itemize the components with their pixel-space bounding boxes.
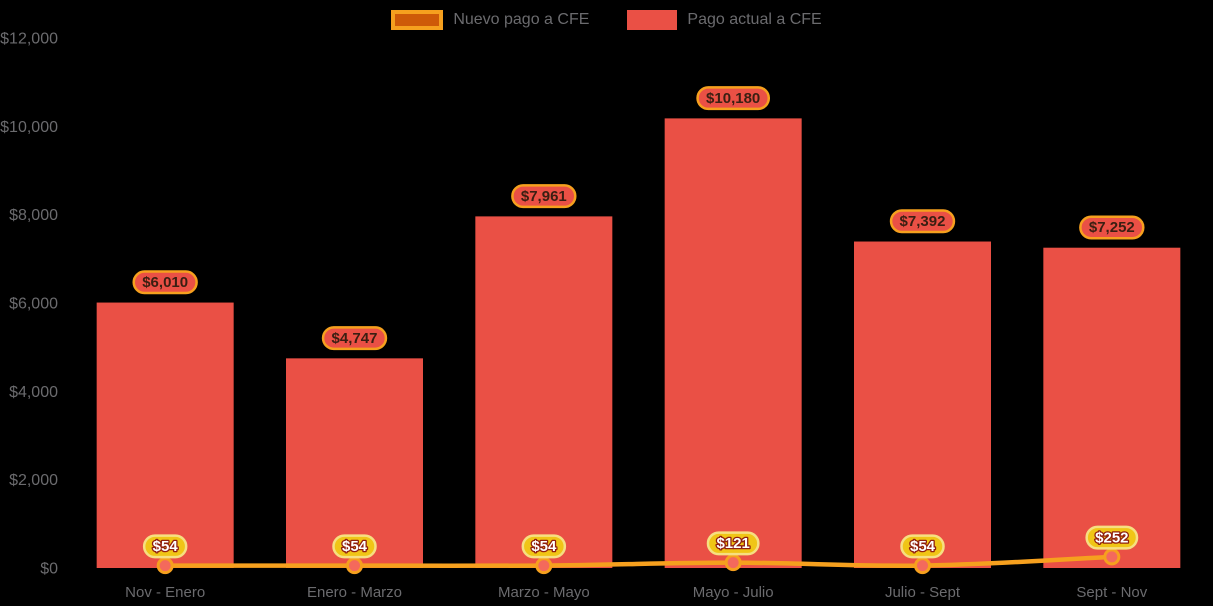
bar-2[interactable]	[475, 216, 613, 568]
bar-value-label: $7,252	[1079, 215, 1145, 240]
bar-value-label-pill	[321, 326, 388, 351]
bar-0[interactable]	[96, 302, 234, 568]
bar-value-label: $7,961	[511, 184, 577, 209]
line-value-label-pill	[521, 534, 567, 559]
bar-value-label: $4,747	[321, 326, 388, 351]
legend-item-nuevo-pago[interactable]: Nuevo pago a CFE	[391, 10, 589, 30]
line-value-label-text: $54	[531, 538, 557, 555]
x-axis-label: Mayo - Julio	[693, 584, 774, 601]
line-value-label-text: $54	[342, 538, 368, 555]
bar-value-label-pill	[889, 209, 956, 234]
line-point-3[interactable]	[724, 554, 742, 572]
line-value-label: $252	[1085, 525, 1139, 550]
line-value-label-pill	[900, 534, 945, 559]
legend-item-pago-actual[interactable]: Pago actual a CFE	[627, 10, 822, 30]
bar-value-label-pill	[1079, 215, 1145, 240]
x-axis-label: Enero - Marzo	[307, 584, 402, 601]
line-point-4[interactable]	[914, 557, 931, 575]
bar-value-label-text: $6,010	[142, 274, 188, 291]
bar-value-label: $7,392	[889, 209, 956, 234]
line-value-label-pill	[142, 534, 188, 559]
bar-value-label-text: $4,747	[332, 330, 378, 347]
bar-value-label-text: $7,961	[521, 188, 567, 205]
bar-1[interactable]	[286, 358, 423, 568]
y-axis-tick-label: $0	[40, 561, 58, 578]
y-axis-tick-label: $6,000	[9, 296, 58, 313]
line-point-2[interactable]	[535, 557, 553, 575]
line-value-label: $54	[900, 534, 945, 559]
x-axis-label: Sept - Nov	[1076, 584, 1147, 601]
bar-value-label-pill	[511, 184, 577, 209]
y-axis-tick-label: $10,000	[0, 119, 58, 136]
y-axis-tick-label: $4,000	[9, 384, 58, 401]
line-series	[162, 554, 1115, 569]
line-value-label: $54	[521, 534, 567, 559]
legend-label-pago-actual: Pago actual a CFE	[687, 11, 822, 28]
line-value-label-pill	[332, 534, 377, 559]
line-point-5[interactable]	[1103, 548, 1121, 566]
line-value-label-text: $54	[153, 538, 179, 555]
legend: Nuevo pago a CFE Pago actual a CFE	[0, 6, 1213, 34]
x-axis-label: Marzo - Mayo	[498, 584, 590, 601]
bar-value-label: $6,010	[132, 270, 198, 295]
legend-swatch-nuevo-pago	[391, 10, 444, 30]
x-axis-label: Nov - Enero	[125, 584, 205, 601]
line-value-label: $54	[332, 534, 377, 559]
legend-swatch-pago-actual	[627, 10, 678, 30]
line-value-label-text: $54	[910, 538, 936, 555]
line-value-label: $54	[142, 534, 188, 559]
bar-value-label-text: $10,180	[706, 90, 760, 107]
y-axis-tick-label: $12,000	[0, 31, 58, 48]
line-value-label-pill	[706, 531, 760, 556]
bar-value-label-pill	[132, 270, 198, 295]
bar-value-label-text: $7,252	[1089, 219, 1135, 236]
line-point-0[interactable]	[156, 557, 174, 575]
bar-value-label-text: $7,392	[900, 213, 946, 230]
bar-4[interactable]	[854, 241, 991, 568]
x-axis-label: Julio - Sept	[885, 584, 961, 601]
line-value-label: $121	[706, 531, 760, 556]
bar-5[interactable]	[1043, 247, 1181, 568]
y-axis-tick-label: $2,000	[9, 472, 58, 489]
bar-value-label-pill	[696, 86, 771, 111]
bar-3[interactable]	[664, 118, 802, 568]
line-value-label-text: $121	[716, 535, 749, 552]
legend-label-nuevo-pago: Nuevo pago a CFE	[453, 11, 590, 28]
line-value-label-text: $252	[1095, 529, 1128, 546]
y-axis-tick-label: $8,000	[9, 207, 58, 224]
bar-value-label: $10,180	[696, 86, 771, 111]
line-value-label-pill	[1085, 525, 1139, 550]
line-point-1[interactable]	[346, 557, 363, 575]
